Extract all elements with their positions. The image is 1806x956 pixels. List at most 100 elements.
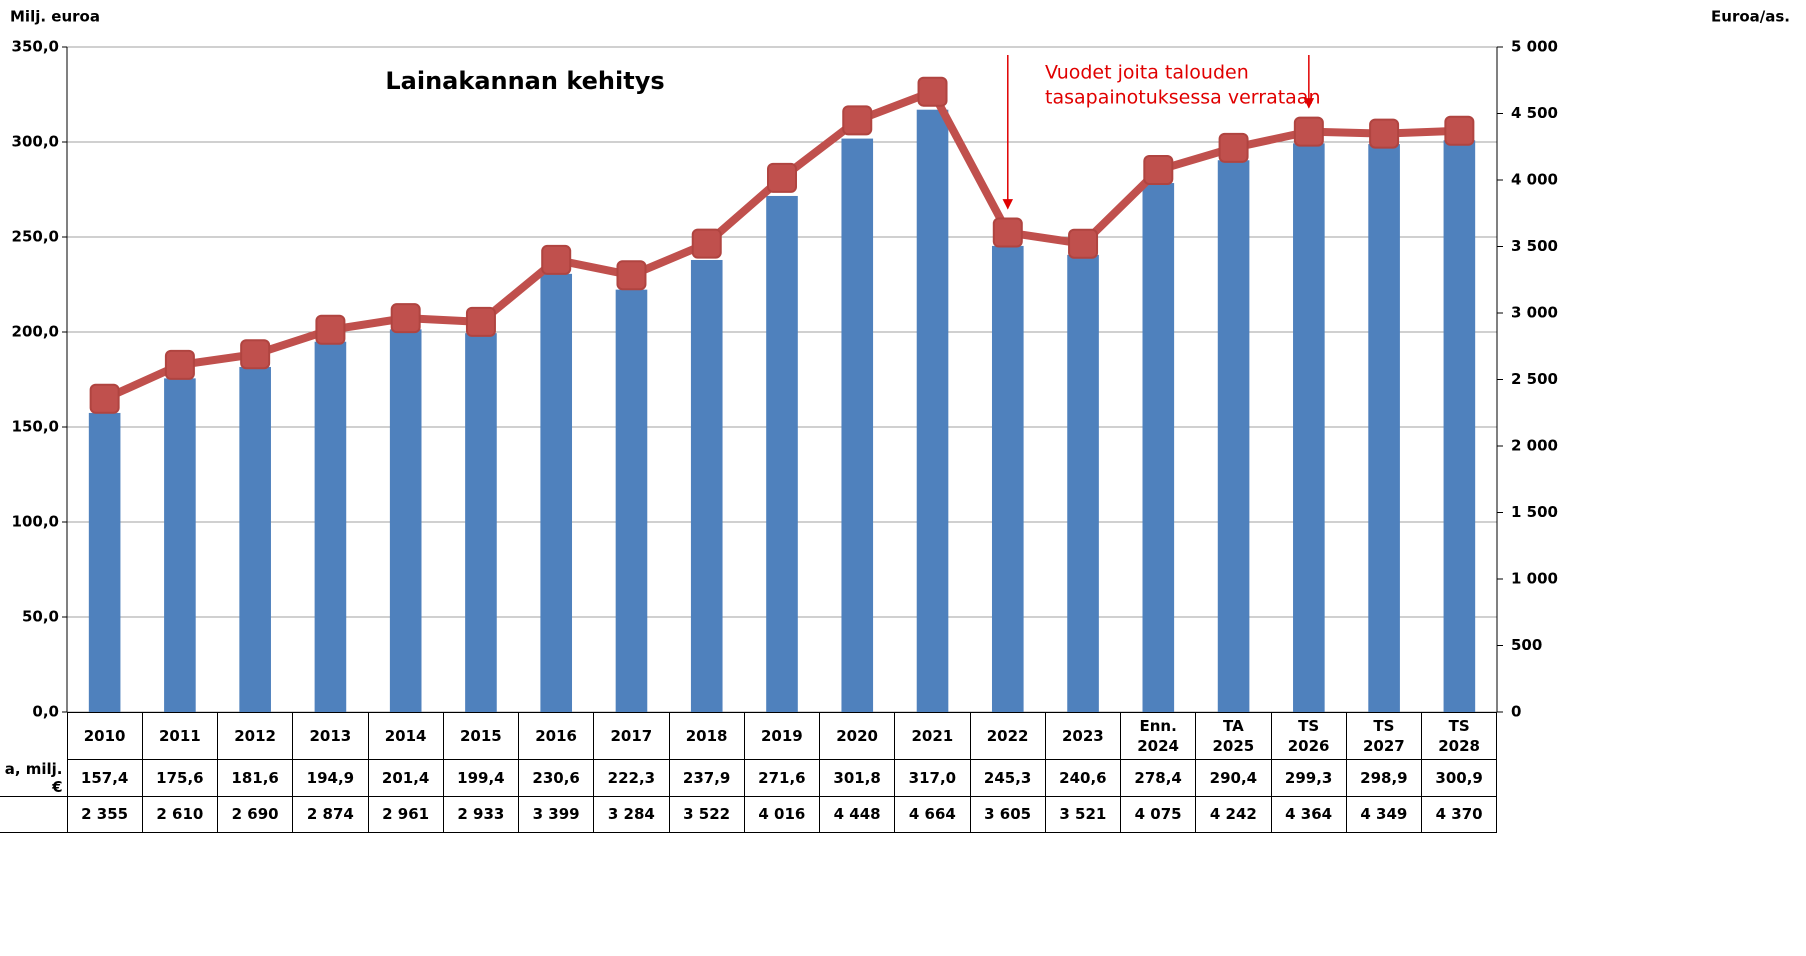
bar	[88, 412, 121, 712]
line-marker	[616, 260, 647, 291]
table-value: 4 370	[1420, 795, 1498, 833]
line-marker	[1369, 118, 1400, 149]
table-value: 2 961	[367, 795, 444, 833]
bar	[1368, 144, 1400, 713]
line-marker	[164, 349, 195, 380]
table-value: 2 933	[442, 795, 520, 833]
bar	[841, 138, 874, 712]
row-label: a, milj. €	[0, 759, 68, 797]
table-value: 3 399	[517, 795, 595, 833]
y2-tick-label: 5 000	[1511, 38, 1558, 56]
bar	[766, 195, 798, 712]
line-marker	[390, 303, 421, 334]
category-label: 2022	[969, 712, 1046, 760]
table-value: 3 284	[593, 795, 670, 833]
category-label: 2023	[1044, 712, 1122, 760]
bar	[1142, 183, 1175, 713]
y-tick-label: 250,0	[12, 228, 59, 246]
table-value: 2 610	[141, 795, 219, 833]
table-value: 3 522	[668, 795, 745, 833]
y-tick-label: 300,0	[12, 133, 59, 151]
table-value: 237,9	[668, 759, 745, 797]
table-value: 4 364	[1270, 795, 1347, 833]
bar	[540, 273, 573, 712]
category-label: Enn. 2024	[1119, 712, 1197, 760]
category-label: 2015	[442, 712, 520, 760]
y-tick-label: 50,0	[22, 608, 59, 626]
table-value: 4 664	[894, 795, 971, 833]
row-label	[0, 796, 68, 833]
table-value: 3 605	[969, 795, 1046, 833]
annotation: tasapainotuksessa verrataan	[1045, 87, 1321, 109]
y-tick-label: 200,0	[12, 323, 59, 341]
corner	[0, 713, 67, 760]
table-value: 4 075	[1119, 795, 1197, 833]
category-label: TS 2028	[1420, 712, 1498, 760]
table-value: 290,4	[1195, 759, 1272, 797]
category-label: 2016	[517, 712, 595, 760]
table-value: 240,6	[1044, 759, 1122, 797]
y-tick-label: 350,0	[12, 38, 59, 56]
line-marker	[315, 314, 346, 345]
category-label: 2019	[743, 712, 821, 760]
category-label: 2014	[367, 712, 444, 760]
table-value: 222,3	[593, 759, 670, 797]
y2-tick-label: 1 500	[1511, 503, 1558, 521]
line-marker	[691, 228, 722, 259]
line-marker	[842, 105, 873, 136]
bar	[916, 109, 949, 712]
table-value: 181,6	[216, 759, 294, 797]
chart-title: Lainakannan kehitys	[385, 67, 664, 95]
y-tick-label: 150,0	[12, 418, 59, 436]
line-marker	[917, 76, 948, 107]
category-label: TS 2026	[1270, 712, 1347, 760]
bar	[465, 333, 497, 712]
table-value: 317,0	[894, 759, 971, 797]
table-value: 300,9	[1420, 759, 1498, 797]
table-value: 194,9	[292, 759, 369, 797]
y2-tick-label: 4 500	[1511, 104, 1558, 122]
category-label: 2017	[593, 712, 670, 760]
y-tick-label: 100,0	[12, 513, 59, 531]
table-value: 4 016	[743, 795, 821, 833]
line-marker	[240, 339, 271, 370]
table-value: 199,4	[442, 759, 520, 797]
category-label: 2012	[216, 712, 294, 760]
bar	[615, 289, 648, 712]
y-tick-label: 0,0	[32, 703, 59, 721]
table-value: 3 521	[1044, 795, 1122, 833]
table-value: 175,6	[141, 759, 219, 797]
table-value: 230,6	[517, 759, 595, 797]
category-label: 2021	[894, 712, 971, 760]
bar	[690, 259, 723, 712]
category-label: 2010	[66, 712, 143, 760]
line-marker	[992, 217, 1023, 248]
category-label: 2018	[668, 712, 745, 760]
annotation: Vuodet joita talouden	[1045, 62, 1249, 84]
line-marker	[1143, 155, 1174, 186]
y2-tick-label: 3 500	[1511, 237, 1558, 255]
bar	[1443, 140, 1476, 713]
data-table: 2010 2011 2012 2013 2014 2015 2016 2017 2018 2019…	[0, 712, 1498, 833]
y-axis-label: Milj. euroa	[10, 8, 100, 26]
table-value: 157,4	[66, 759, 143, 797]
table-value: 298,9	[1345, 759, 1423, 797]
table-value: 201,4	[367, 759, 444, 797]
table-value: 4 242	[1195, 795, 1272, 833]
y2-tick-label: 2 000	[1511, 437, 1558, 455]
line-marker	[465, 306, 496, 337]
bar	[991, 245, 1024, 712]
y2-tick-label: 1 000	[1511, 570, 1558, 588]
table-value: 4 349	[1345, 795, 1423, 833]
y2-tick-label: 3 000	[1511, 304, 1558, 322]
category-label: 2020	[818, 712, 896, 760]
bar	[239, 366, 271, 712]
line-marker	[1068, 228, 1099, 259]
table-value: 271,6	[743, 759, 821, 797]
bar	[314, 341, 347, 712]
y2-axis-label: Euroa/as.	[1711, 8, 1790, 26]
line-marker	[89, 383, 120, 414]
table-value: 301,8	[818, 759, 896, 797]
